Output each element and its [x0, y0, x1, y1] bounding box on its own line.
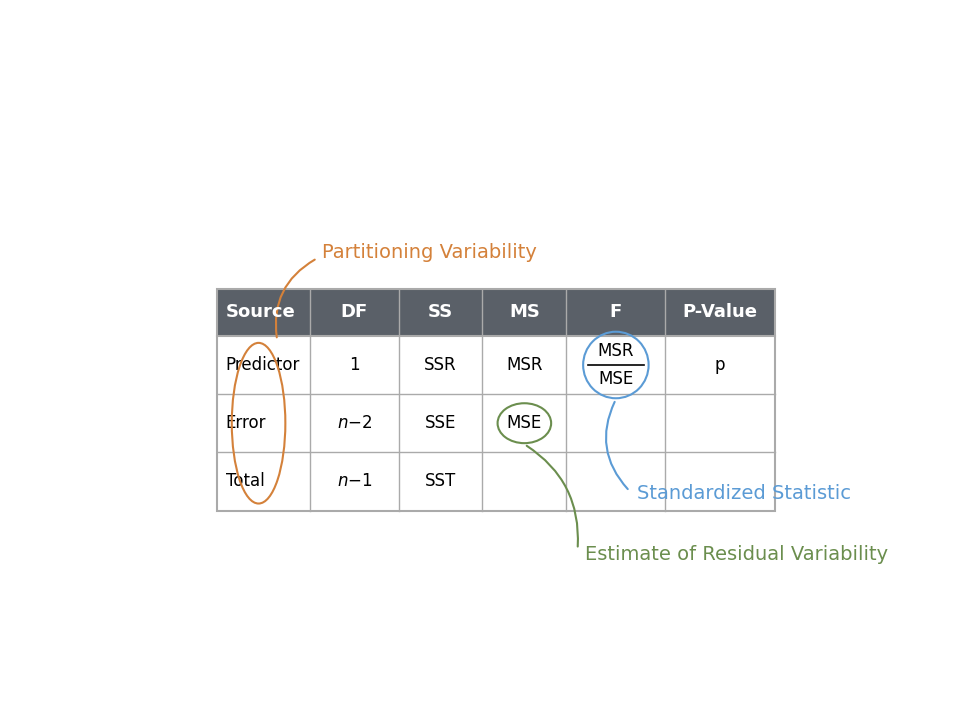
- Text: 1: 1: [349, 356, 360, 374]
- Bar: [217, 394, 775, 452]
- Text: MS: MS: [509, 303, 540, 321]
- Text: MSR: MSR: [598, 342, 635, 360]
- Text: Partitioning Variability: Partitioning Variability: [323, 243, 538, 262]
- Text: MSE: MSE: [598, 370, 634, 388]
- Text: Predictor: Predictor: [226, 356, 300, 374]
- Text: P-Value: P-Value: [683, 303, 757, 321]
- Text: Error: Error: [226, 414, 266, 432]
- Text: Estimate of Residual Variability: Estimate of Residual Variability: [585, 545, 888, 564]
- Text: SSR: SSR: [424, 356, 457, 374]
- Text: MSE: MSE: [507, 414, 542, 432]
- Text: SS: SS: [428, 303, 453, 321]
- Text: Source: Source: [226, 303, 296, 321]
- Bar: [217, 336, 775, 394]
- Text: Standardized Statistic: Standardized Statistic: [637, 485, 852, 503]
- Text: $n$−2: $n$−2: [337, 414, 372, 432]
- Text: p: p: [715, 356, 726, 374]
- Text: DF: DF: [341, 303, 368, 321]
- Text: $n$−1: $n$−1: [337, 472, 372, 490]
- Text: SSE: SSE: [425, 414, 456, 432]
- Text: SST: SST: [425, 472, 456, 490]
- Bar: [217, 289, 775, 336]
- Bar: [217, 289, 775, 510]
- Text: F: F: [610, 303, 622, 321]
- Bar: [217, 452, 775, 510]
- Text: Total: Total: [226, 472, 264, 490]
- Text: MSR: MSR: [506, 356, 542, 374]
